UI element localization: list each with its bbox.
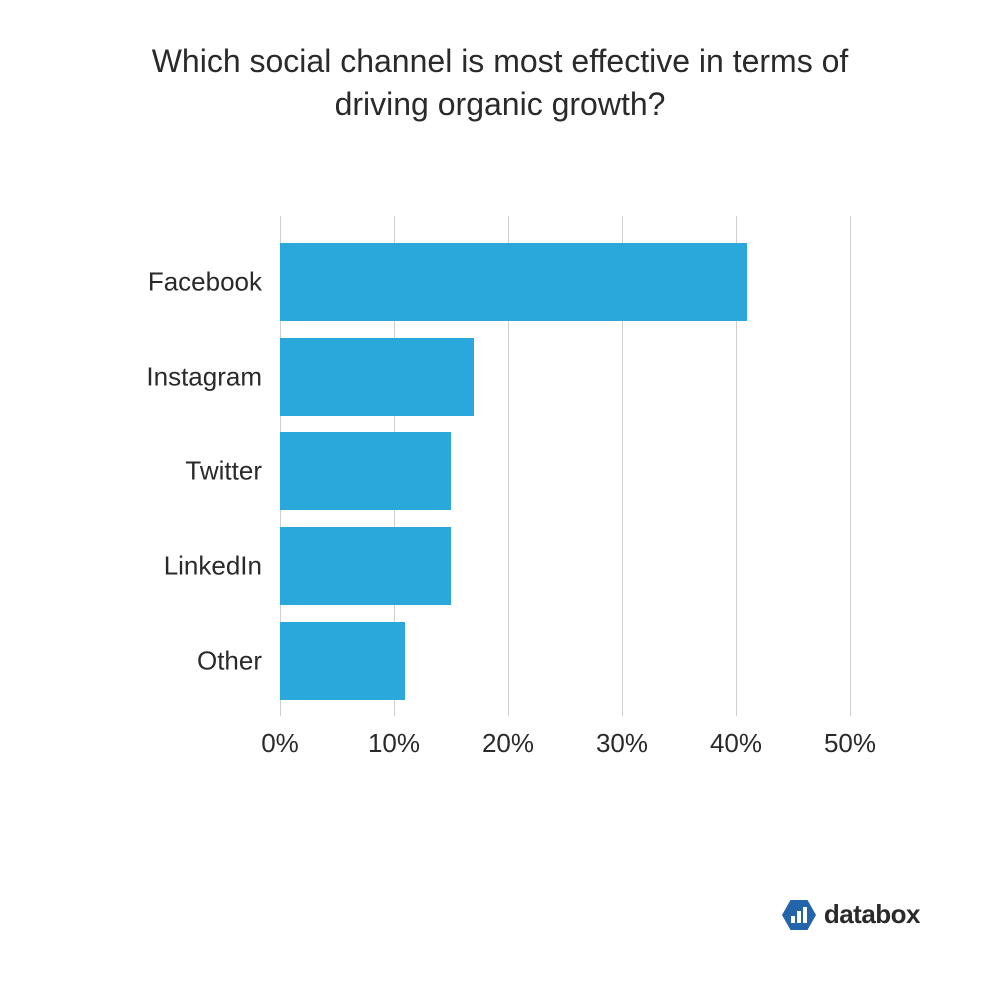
x-axis: 0%10%20%30%40%50% — [280, 728, 850, 768]
x-axis-tick: 0% — [261, 728, 299, 759]
databox-logo: databox — [782, 899, 920, 930]
bar-row: Facebook — [280, 243, 850, 321]
chart-title: Which social channel is most effective i… — [60, 40, 940, 126]
bar-category-label: Twitter — [185, 456, 280, 487]
bar — [280, 527, 451, 605]
databox-wordmark: databox — [824, 899, 920, 930]
bar-row: Twitter — [280, 432, 850, 510]
bar-category-label: Other — [197, 645, 280, 676]
gridline — [850, 216, 851, 716]
databox-icon — [782, 900, 816, 930]
x-axis-tick: 20% — [482, 728, 534, 759]
bar — [280, 432, 451, 510]
bar — [280, 338, 474, 416]
x-axis-tick: 10% — [368, 728, 420, 759]
bar-row: LinkedIn — [280, 527, 850, 605]
bar-row: Instagram — [280, 338, 850, 416]
chart-plot-area: Facebook Instagram Twitter LinkedIn Other — [280, 226, 850, 716]
bar-row: Other — [280, 622, 850, 700]
x-axis-tick: 30% — [596, 728, 648, 759]
x-axis-tick: 40% — [710, 728, 762, 759]
x-axis-tick: 50% — [824, 728, 876, 759]
bar-category-label: LinkedIn — [164, 551, 280, 582]
bar-category-label: Instagram — [146, 361, 280, 392]
bar — [280, 243, 747, 321]
bar-category-label: Facebook — [148, 266, 280, 297]
bar — [280, 622, 405, 700]
